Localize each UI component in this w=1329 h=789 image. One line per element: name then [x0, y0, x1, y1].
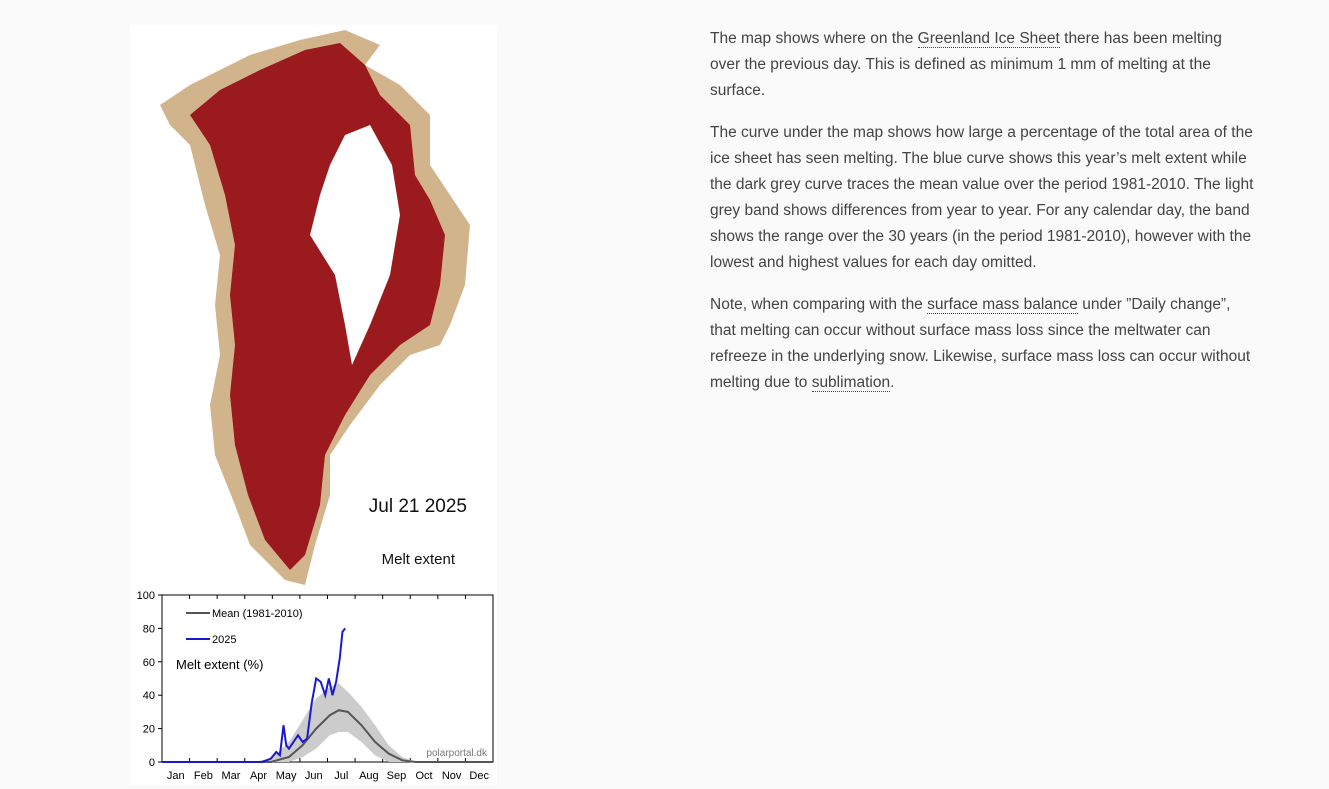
legend-label: Mean (1981-2010) — [212, 608, 303, 620]
link[interactable]: sublimation — [811, 374, 891, 392]
y-tick-label: 0 — [149, 757, 155, 769]
y-tick-label: 80 — [143, 623, 155, 635]
figure: Jul 21 2025 Melt extent 0 20 40 60 80 100 Jan F… — [130, 25, 497, 785]
x-tick-label: Feb — [194, 770, 213, 782]
text: under ”Daily change”, that melting can o… — [710, 296, 1251, 391]
x-tick-label: Sep — [387, 770, 407, 782]
text: . — [890, 374, 895, 391]
y-tick-label: 20 — [143, 724, 155, 736]
x-tick-label: Jun — [305, 770, 323, 782]
map-title: Melt extent — [382, 551, 456, 568]
series-line — [162, 627, 346, 763]
series-line — [162, 709, 493, 763]
text: Note, when comparing with the — [710, 296, 928, 313]
x-tick-label: Dec — [469, 770, 489, 782]
x-tick-label: Oct — [415, 770, 432, 782]
paragraph: The curve under the map shows how large … — [710, 124, 1254, 271]
x-tick-label: Aug — [359, 770, 379, 782]
x-tick-label: May — [276, 770, 297, 782]
text: there has been melting over the previous… — [710, 30, 1222, 99]
y-axis-label: Melt extent (%) — [176, 657, 263, 672]
text: The map shows where on the — [710, 30, 918, 47]
x-tick-label: Mar — [221, 770, 240, 782]
source-label: polarportal.dk — [426, 748, 488, 759]
y-tick-label: 60 — [143, 657, 155, 669]
legend-label: 2025 — [212, 634, 236, 646]
x-tick-label: Apr — [250, 770, 267, 782]
x-tick-label: Jan — [167, 770, 185, 782]
y-tick-label: 40 — [143, 690, 155, 702]
x-tick-label: Jul — [334, 770, 348, 782]
paragraph: Note, when comparing with the surface ma… — [710, 292, 1255, 396]
link[interactable]: Greenland Ice Sheet — [917, 30, 1060, 48]
dry-snow — [310, 125, 400, 365]
melt-figure: Jul 21 2025 Melt extent 0 20 40 60 80 100 Jan F… — [130, 25, 497, 785]
description: The map shows where on the Greenland Ice… — [710, 26, 1255, 412]
y-tick-label: 100 — [137, 590, 155, 602]
x-tick-label: Nov — [442, 770, 462, 782]
link[interactable]: surface mass balance — [927, 296, 1078, 314]
date-label: Jul 21 2025 — [369, 496, 467, 517]
paragraph: The map shows where on the Greenland Ice… — [710, 26, 1255, 104]
